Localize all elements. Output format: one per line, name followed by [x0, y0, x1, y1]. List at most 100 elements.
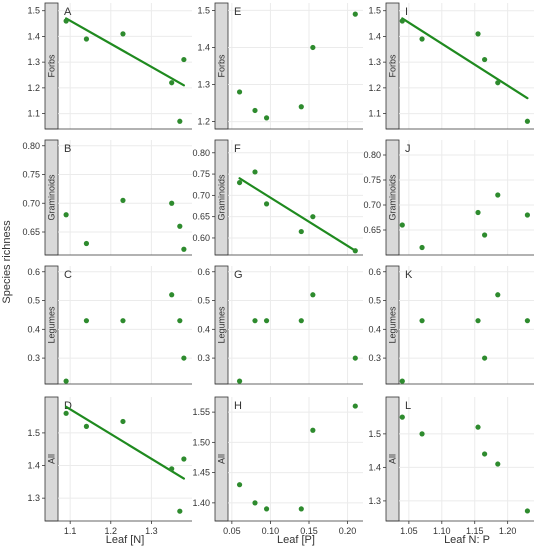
panel-K-data-point [475, 318, 481, 324]
panel-K-data-point [495, 292, 501, 298]
panel-J: Graminoids 0.65 0.70 0.75 0.80 J [363, 139, 534, 256]
panel-B-row-label: Graminoids [47, 174, 57, 221]
panel-L-ytick-label: 1.5 [368, 429, 381, 439]
panel-G-row-label: Legumes [217, 306, 227, 344]
panel-L-data-point [482, 451, 488, 457]
panel-L: All 1.3 1.4 1.5 1.05 1.10 1.15 1.20 L [368, 396, 534, 536]
panel-D-ytick-label: 1.4 [27, 461, 40, 471]
panel-E-ytick-label: 1.3 [197, 80, 210, 90]
panel-L-data-point [399, 414, 405, 420]
panel-E-data-point [310, 44, 316, 51]
panel-L-xtick-label: 1.10 [433, 526, 451, 536]
panel-E-data-point [352, 11, 358, 17]
panel-K-data-point [482, 355, 488, 361]
panel-L-ytick-label: 1.3 [368, 496, 381, 506]
panel-A-data-point [63, 18, 69, 24]
panel-H-data-point [298, 506, 304, 512]
panel-H-xtick-label: 0.15 [300, 526, 318, 536]
panel-B-data-point [120, 197, 126, 203]
panel-J-ytick-label: 0.75 [363, 175, 381, 185]
panel-A-data-point [169, 80, 175, 86]
panel-D-row-label: All [47, 454, 57, 464]
panel-H-data-point [263, 506, 270, 512]
panel-H-ytick-label: 1.55 [192, 407, 210, 417]
panel-I-letter: I [405, 6, 408, 18]
x-axis-title-leaf-n: Leaf [N] [106, 534, 145, 546]
panel-E-row-label: Forbs [217, 54, 227, 78]
panel-G-data-point [236, 378, 243, 384]
panel-A-letter: A [64, 6, 72, 18]
panel-L-data-point [524, 508, 531, 514]
panel-C-ytick-label: 0.6 [27, 267, 40, 277]
panel-J-data-point [475, 209, 481, 216]
panel-K-row-label: Legumes [388, 306, 398, 344]
panel-L-letter: L [405, 400, 411, 412]
panel-A-ytick-label: 1.3 [27, 57, 40, 67]
panel-K-letter: K [405, 269, 413, 281]
panel-K-data-point [419, 318, 425, 324]
panel-G-data-point [310, 292, 316, 298]
panel-J-data-point [399, 222, 405, 228]
panel-B-ytick-label: 0.65 [22, 227, 40, 237]
panel-H-ytick-label: 1.45 [192, 468, 210, 478]
panel-B-data-point [177, 223, 183, 229]
panel-I-ytick-label: 1.4 [368, 31, 381, 41]
panel-F-data-point [252, 169, 258, 175]
panel-D-letter: D [64, 400, 72, 412]
panel-B-ytick-label: 0.80 [22, 141, 40, 151]
panel-L-xtick-label: 1.05 [400, 526, 418, 536]
panel-E: Forbs 1.2 1.3 1.4 1.5 E [197, 2, 363, 130]
panel-F-ytick-label: 0.80 [192, 148, 210, 158]
panel-G-ytick-label: 0.3 [197, 353, 210, 363]
panel-I-ytick-label: 1.3 [368, 57, 381, 67]
panel-A-row-label: Forbs [47, 54, 57, 78]
panel-D-data-point [83, 423, 90, 429]
x-axis-title-leaf-np: Leaf N: P [444, 534, 490, 546]
panel-H-xtick-label: 0.20 [339, 526, 357, 536]
panel-D-xtick-label: 1.2 [105, 526, 118, 536]
x-axis-title-leaf-p: Leaf [P] [277, 534, 315, 546]
panel-C-ytick-label: 0.4 [27, 324, 40, 334]
panel-F-data-point [236, 179, 243, 186]
panel-A-ytick-label: 1.2 [27, 83, 40, 93]
panel-G-data-point [252, 318, 258, 324]
panel-F-trend-line [238, 177, 357, 252]
panel-J-ytick-label: 0.70 [363, 200, 381, 210]
panel-I-data-point [495, 80, 501, 86]
panel-D-data-point [169, 466, 175, 472]
panel-H-xtick-label: 0.10 [262, 526, 280, 536]
panel-H-data-point [236, 482, 243, 488]
panel-C-data-point [83, 318, 90, 324]
panel-F: Graminoids 0.60 0.65 0.70 0.75 0.80 F [192, 139, 363, 256]
panel-L-ytick-label: 1.4 [368, 462, 381, 472]
panel-L-data-point [419, 431, 425, 437]
panel-L-xtick-label: 1.15 [466, 526, 484, 536]
panel-B: Graminoids 0.65 0.70 0.75 0.80 B [22, 139, 192, 256]
y-axis-title: Species richness [1, 220, 13, 304]
panel-E-data-point [252, 107, 258, 114]
panel-D-xtick-label: 1.3 [145, 526, 158, 536]
panel-B-data-point [83, 240, 90, 247]
panel-A-ytick-label: 1.4 [27, 31, 40, 41]
panel-C-data-point [120, 318, 126, 324]
panel-H-row-label: All [217, 454, 227, 464]
panel-E-ytick-label: 1.4 [197, 42, 210, 52]
panel-F-data-point [310, 214, 316, 220]
panel-K-data-point [399, 378, 405, 384]
panel-I-ytick-label: 1.2 [368, 83, 381, 93]
panel-C-data-point [169, 292, 175, 298]
panel-C-data-point [181, 355, 187, 361]
panel-I-data-point [482, 56, 488, 63]
panel-A-data-point [120, 31, 126, 37]
panel-A-ytick-label: 1.5 [27, 6, 40, 16]
panel-G-data-point [263, 318, 270, 324]
panel-H-letter: H [234, 400, 242, 412]
panel-K-ytick-label: 0.6 [368, 267, 381, 277]
panel-G-data-point [298, 318, 304, 324]
panel-B-letter: B [64, 143, 71, 155]
panel-B-data-point [169, 200, 175, 206]
panel-L-row-label: All [388, 454, 398, 464]
panel-I-trend-line [401, 17, 529, 100]
panel-J-ytick-label: 0.80 [363, 150, 381, 160]
